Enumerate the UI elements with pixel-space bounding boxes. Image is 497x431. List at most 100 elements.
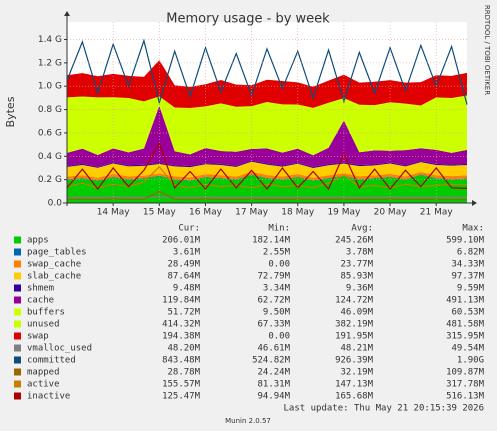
stats-value: 72.79M — [257, 272, 290, 282]
area — [67, 60, 467, 108]
stats-value: 147.13M — [335, 380, 374, 390]
stats-value: 9.36M — [346, 284, 374, 294]
stats-value: 491.13M — [446, 296, 485, 306]
legend-swatch — [14, 380, 21, 388]
legend-label: inactive — [27, 392, 70, 402]
stats-value: 382.19M — [335, 320, 374, 330]
legend-swatch — [14, 272, 21, 280]
x-tick-label: 15 May — [143, 208, 177, 218]
stats-value: 9.48M — [173, 284, 201, 294]
stats-value: 23.77M — [340, 260, 373, 270]
stats-value: 3.61M — [173, 248, 201, 258]
legend-label: committed — [27, 356, 76, 366]
stats-value: 62.72M — [257, 296, 290, 306]
stats-value: 67.33M — [257, 320, 290, 330]
stats-value: 9.50M — [263, 308, 291, 318]
stats-value: 165.68M — [335, 392, 374, 402]
legend-label: slab_cache — [27, 272, 81, 282]
stats-value: 48.20M — [167, 344, 200, 354]
legend-swatch — [14, 308, 21, 316]
stats-value: 60.53M — [451, 308, 484, 318]
legend-label: page_tables — [27, 248, 87, 258]
x-tick-label: 17 May — [235, 208, 269, 218]
stats-value: 46.09M — [340, 308, 373, 318]
stats-value: 926.39M — [335, 356, 374, 366]
legend-swatch — [14, 344, 21, 352]
x-tick-label: 18 May — [281, 208, 315, 218]
stats-header: Max: — [462, 224, 484, 234]
stats-value: 1.90G — [457, 356, 484, 366]
stats-header: Cur: — [178, 224, 200, 234]
legend-label: swap — [27, 332, 49, 342]
y-tick-label: 0.4 G — [38, 152, 62, 162]
stats-value: 85.93M — [340, 272, 373, 282]
stats-value: 599.10M — [446, 236, 485, 246]
legend-swatch — [14, 296, 21, 304]
stats-value: 9.59M — [457, 284, 485, 294]
stats-value: 94.94M — [257, 392, 290, 402]
plot — [66, 22, 468, 204]
side-text: RRDTOOL / TOBI OETIKER — [483, 5, 491, 95]
y-tick-label: 1.2 G — [38, 58, 62, 68]
legend-swatch — [14, 236, 21, 244]
stats-value: 843.48M — [162, 356, 201, 366]
y-axis-label: Bytes — [4, 96, 17, 127]
area — [67, 105, 467, 167]
x-tick-label: 21 May — [420, 208, 454, 218]
legend-swatch — [14, 260, 21, 268]
stats-value: 48.21M — [340, 344, 373, 354]
stats-header: Avg: — [351, 224, 373, 234]
stats-value: 414.32M — [162, 320, 201, 330]
stats-value: 524.82M — [252, 356, 291, 366]
stats-value: 24.24M — [257, 368, 290, 378]
stats-value: 109.87M — [446, 368, 485, 378]
stats-value: 191.95M — [335, 332, 374, 342]
legend-label: vmalloc_used — [27, 344, 92, 354]
stats-value: 119.84M — [162, 296, 201, 306]
area — [67, 104, 467, 156]
stats-value: 28.78M — [167, 368, 200, 378]
stats-value: 0.00 — [268, 260, 290, 270]
stats-value: 87.64M — [167, 272, 200, 282]
legend-label: cache — [27, 296, 54, 306]
stats-value: 3.34M — [263, 284, 291, 294]
legend-swatch — [14, 320, 21, 328]
stats-value: 245.26M — [335, 236, 374, 246]
y-tick-label: 0.8 G — [38, 105, 62, 115]
legend-swatch — [14, 332, 21, 340]
stats-value: 124.72M — [335, 296, 374, 306]
legend-swatch — [14, 356, 21, 364]
line — [66, 165, 468, 189]
stats-value: 28.49M — [167, 260, 200, 270]
stats-value: 317.78M — [446, 380, 485, 390]
last-update: Last update: Thu May 21 20:15:39 2026 — [284, 404, 484, 414]
y-tick-label: 0.6 G — [38, 128, 62, 138]
legend-label: buffers — [27, 308, 65, 318]
line — [66, 190, 468, 201]
stats-value: 481.58M — [446, 320, 485, 330]
stats-value: 49.54M — [451, 344, 484, 354]
y-tick-label: 0.0 — [48, 199, 63, 209]
x-arrow — [472, 200, 477, 206]
area — [67, 174, 467, 181]
legend-label: apps — [27, 236, 49, 246]
legend-label: mapped — [27, 368, 60, 378]
legend-label: swap_cache — [27, 260, 81, 270]
legend-swatch — [14, 392, 21, 400]
stats-value: 206.01M — [162, 236, 201, 246]
stats-header: Min: — [268, 224, 290, 234]
stats-value: 182.14M — [252, 236, 291, 246]
line — [66, 38, 468, 105]
legend-label: unused — [27, 320, 60, 330]
stats-value: 315.95M — [446, 332, 485, 342]
line — [66, 142, 468, 191]
x-tick-label: 16 May — [189, 208, 223, 218]
stats-value: 516.13M — [446, 392, 485, 402]
x-tick-label: 19 May — [327, 208, 361, 218]
area — [67, 160, 467, 169]
stats-value: 34.33M — [451, 260, 484, 270]
legend-swatch — [14, 248, 21, 256]
stats-value: 0.00 — [268, 332, 290, 342]
legend-swatch — [14, 368, 21, 376]
